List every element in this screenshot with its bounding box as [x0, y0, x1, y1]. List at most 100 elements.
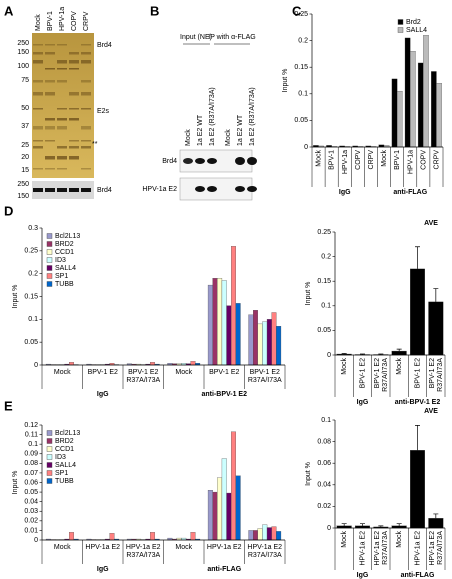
blot-band	[207, 158, 217, 164]
bar	[212, 278, 218, 366]
x-tick-label: BPV-1 E2	[414, 358, 421, 388]
x-tick-label: HPV-1a	[342, 150, 349, 174]
x-tick-label: Mock	[54, 369, 71, 376]
y-tick-label: 0	[304, 144, 308, 151]
gel-band	[69, 108, 79, 110]
y-tick-label: 0	[327, 525, 331, 532]
group-label: anti-FLAG	[207, 566, 241, 573]
bar	[217, 477, 223, 541]
lane-label: HPV-1a	[59, 7, 66, 31]
lane-label: 1a E2 WT	[237, 114, 244, 146]
gel-band	[45, 168, 55, 170]
gel-band	[57, 68, 67, 70]
x-tick-label: BPV-1 E2R37A/I73A	[429, 358, 444, 392]
gel-band	[69, 68, 79, 70]
chart-title: AVE	[424, 220, 438, 227]
bar	[276, 531, 282, 541]
y-tick-label: 0.25	[24, 248, 38, 255]
group-label: anti-BPV-1 E2	[201, 391, 247, 398]
mw-marker: 150	[17, 49, 29, 56]
gel-band	[81, 92, 91, 96]
blot-label: Brd4	[97, 187, 112, 194]
bar	[410, 51, 416, 148]
y-tick-label: 0	[34, 362, 38, 369]
x-tick-label: Mock	[54, 544, 71, 551]
panel-label: C	[292, 3, 302, 18]
gel	[32, 33, 94, 178]
bar	[276, 326, 282, 366]
gel-band	[57, 118, 67, 121]
y-tick-label: 0.15	[317, 278, 331, 285]
bar	[404, 37, 411, 148]
bar	[428, 301, 444, 356]
x-tick-label: Mock	[341, 358, 348, 375]
gel-band	[57, 168, 67, 170]
blot-band	[45, 188, 55, 192]
chart-title: AVE	[424, 408, 438, 415]
bar	[271, 526, 277, 541]
bar	[221, 280, 227, 366]
lane-label: BPV-1	[47, 11, 54, 31]
mw-marker: 25	[21, 142, 29, 149]
lane-label: CRPV	[83, 11, 90, 31]
blot-band	[195, 186, 205, 192]
bar	[226, 492, 232, 541]
x-tick-label: HPV-1a E2R37A/I73A	[429, 531, 444, 566]
legend-swatch	[46, 265, 53, 271]
bar	[396, 90, 403, 148]
legend-swatch	[46, 249, 53, 255]
y-tick-label: 0.05	[294, 117, 308, 124]
y-tick-label: 0.04	[24, 499, 38, 506]
gel-band	[57, 60, 67, 64]
gel-band	[57, 108, 67, 110]
bar	[226, 305, 232, 366]
blot-band	[235, 186, 245, 192]
bar	[436, 83, 442, 148]
gel-band	[33, 80, 43, 83]
blot-header: IP with α-FLAG	[208, 34, 256, 41]
bar	[262, 321, 268, 366]
x-tick-label: HPV-1a E2R37A/I73A	[374, 531, 389, 566]
panel-label: D	[4, 203, 13, 218]
legend-swatch	[46, 446, 53, 452]
gel-band	[69, 52, 79, 55]
gel-band	[45, 80, 55, 83]
gel-band	[45, 44, 55, 46]
gel-band	[81, 60, 91, 64]
gel-band	[57, 146, 67, 149]
gel-band	[33, 60, 43, 64]
gel-band	[57, 44, 67, 46]
bar	[266, 527, 272, 541]
y-tick-label: 0.2	[298, 37, 308, 44]
group-label: IgG	[339, 189, 351, 196]
x-tick-label: HPV-1a E2	[414, 531, 421, 566]
y-tick-label: 0.02	[24, 518, 38, 525]
x-tick-label: CRPV	[433, 150, 440, 170]
legend-swatch	[46, 478, 53, 484]
gel-band	[33, 52, 43, 55]
gel-band	[45, 52, 55, 55]
bar	[248, 530, 254, 541]
mw-marker: 250	[17, 181, 29, 188]
x-tick-label: Mock	[175, 544, 192, 551]
legend-label: SALL4	[55, 462, 76, 469]
x-tick-label: COPV	[355, 150, 362, 170]
error-bar	[360, 523, 365, 526]
y-tick-label: 0.1	[321, 417, 331, 424]
x-tick-label: HPV-1a E2	[85, 544, 120, 551]
x-tick-label: HPV-1a	[407, 150, 414, 174]
bar	[428, 518, 444, 529]
legend-label: TUBB	[55, 281, 74, 288]
bar	[207, 284, 213, 366]
gel-band	[33, 44, 43, 46]
legend-swatch	[46, 257, 53, 263]
legend-label: BRD2	[55, 438, 74, 445]
row-label: HPV-1a E2	[142, 186, 177, 193]
gel-band	[81, 140, 91, 142]
bar	[190, 361, 196, 366]
y-tick-label: 0.3	[28, 225, 38, 232]
y-tick-label: 0.1	[28, 441, 38, 448]
gel-band	[81, 52, 91, 55]
bar	[150, 362, 155, 366]
legend-swatch	[46, 454, 53, 460]
